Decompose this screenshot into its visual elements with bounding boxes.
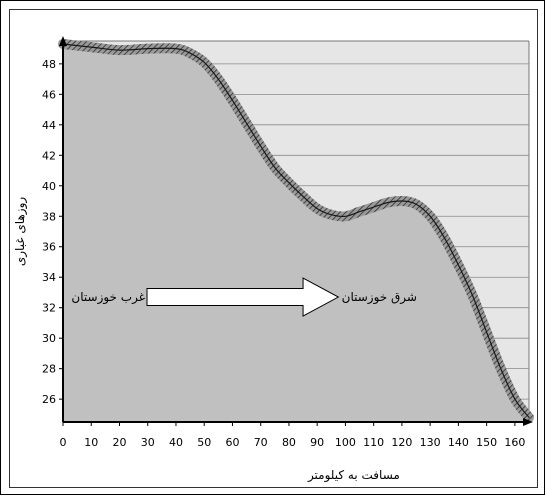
x-tick-label: 40 (169, 436, 183, 449)
x-tick-label: 0 (60, 436, 67, 449)
series-area (63, 44, 529, 422)
x-axis-label: مسافت به کیلومتر (307, 468, 400, 483)
area-chart: 26 28 30 32 34 36 38 40 42 44 46 48 0 10 20 30 40 50 60 70… (13, 36, 534, 483)
x-tick-label: 70 (254, 436, 268, 449)
y-tick-label: 32 (42, 302, 56, 315)
y-tick-label: 38 (42, 210, 56, 223)
y-tick-label: 46 (42, 88, 56, 101)
annotation-west: غرب خوزستان (71, 290, 145, 305)
x-tick-label: 140 (448, 436, 469, 449)
y-tick-label: 40 (42, 180, 56, 193)
x-tick-label: 130 (420, 436, 441, 449)
y-tick-label: 28 (42, 363, 56, 376)
chart-panel: 26 28 30 32 34 36 38 40 42 44 46 48 0 10 20 30 40 50 60 70… (9, 9, 538, 488)
x-axis-arrowhead (523, 418, 533, 426)
y-tick-label: 44 (42, 119, 56, 132)
x-tick-label: 10 (84, 436, 98, 449)
x-tick-label: 20 (112, 436, 126, 449)
y-tick-label: 34 (42, 271, 56, 284)
x-tick-label: 60 (225, 436, 239, 449)
y-axis-label: روزهای غباری (13, 197, 28, 267)
axes (59, 36, 533, 426)
y-tick-label: 48 (42, 58, 56, 71)
x-tick-label: 150 (476, 436, 497, 449)
y-tick-labels: 26 28 30 32 34 36 38 40 42 44 46 48 (42, 58, 63, 406)
x-tick-label: 110 (363, 436, 384, 449)
west-east-arrow (146, 277, 340, 317)
x-tick-label: 100 (335, 436, 356, 449)
y-tick-label: 36 (42, 241, 56, 254)
x-tick-labels: 0 10 20 30 40 50 60 70 80 90 100 110 120 130 140 150 160 (60, 422, 525, 449)
y-tick-label: 26 (42, 393, 56, 406)
x-tick-label: 90 (310, 436, 324, 449)
series-line (62, 43, 530, 418)
annotation-east: شرق خوزستان (342, 290, 417, 305)
x-tick-label: 50 (197, 436, 211, 449)
y-axis-arrowhead (59, 36, 67, 46)
y-tick-label: 30 (42, 332, 56, 345)
x-tick-label: 30 (141, 436, 155, 449)
x-tick-label: 80 (282, 436, 296, 449)
y-tick-label: 42 (42, 149, 56, 162)
x-tick-label: 120 (391, 436, 412, 449)
x-tick-label: 160 (504, 436, 525, 449)
